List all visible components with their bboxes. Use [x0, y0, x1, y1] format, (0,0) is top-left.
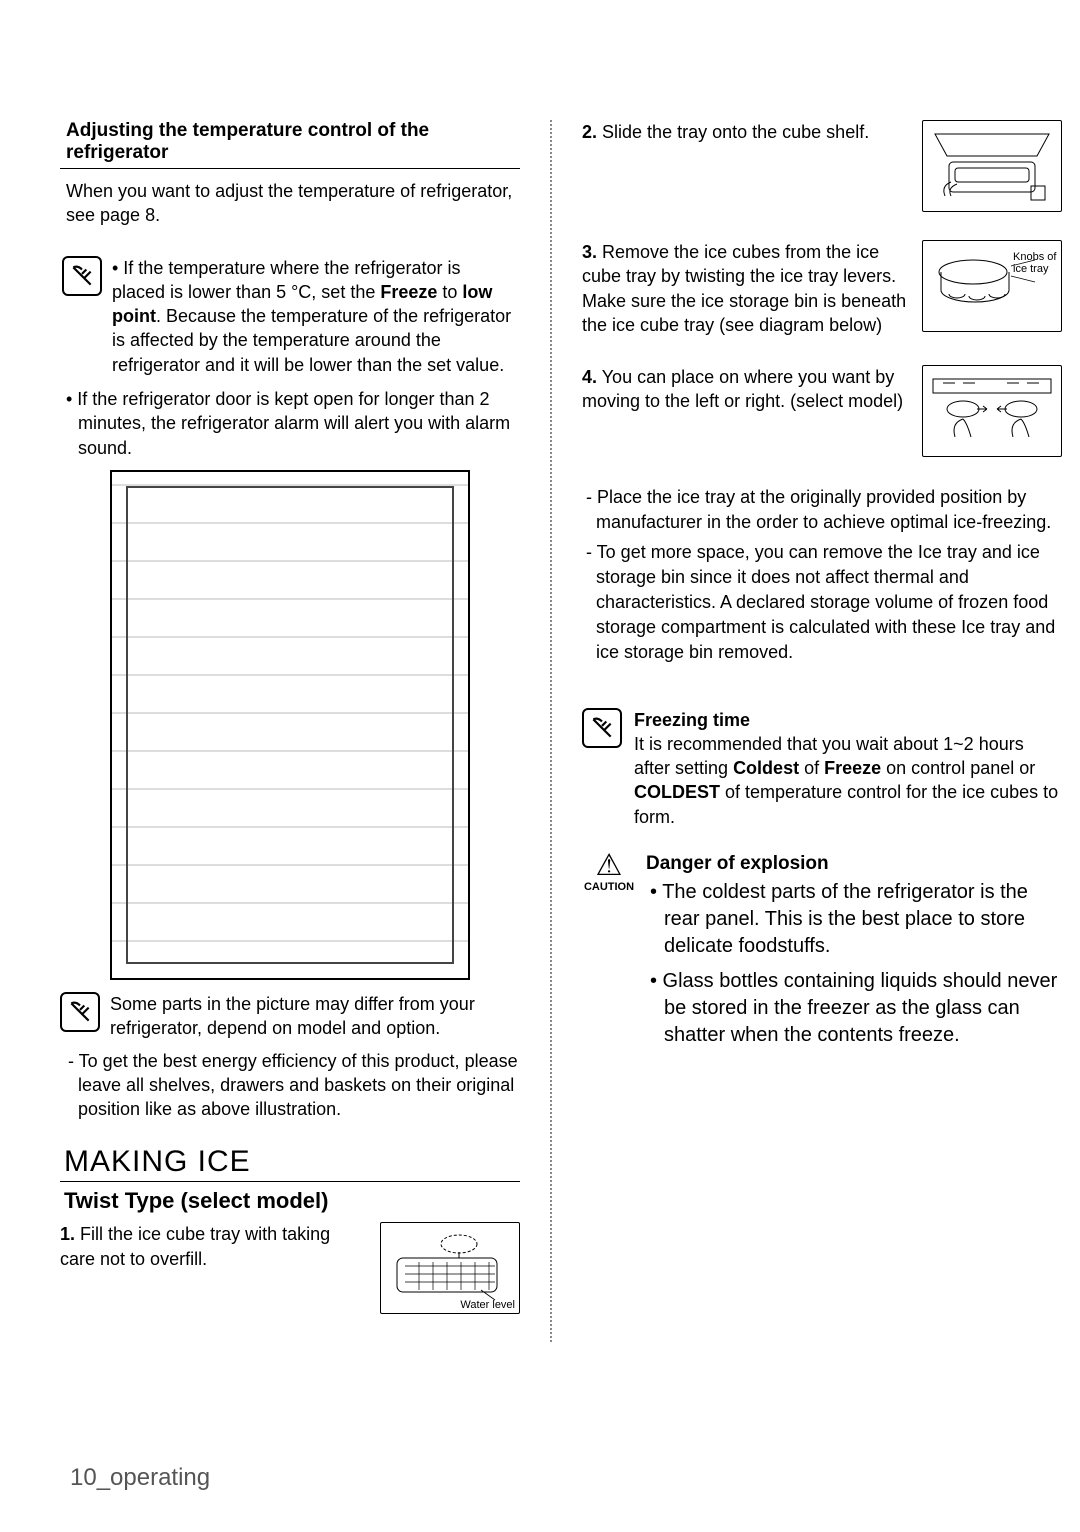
step-4-text: 4. You can place on where you want by mo… [582, 365, 908, 414]
freezing-time-title: Freezing time [634, 708, 1062, 732]
caution-bullet-1: • The coldest parts of the refrigerator … [646, 879, 1062, 960]
note-icon [60, 992, 100, 1032]
left-column: Adjusting the temperature control of the… [60, 120, 520, 1342]
step-2-row: 2. Slide the tray onto the cube shelf. [582, 120, 1062, 212]
page-footer: 10_operating [70, 1464, 210, 1492]
step-4-row: 4. You can place on where you want by mo… [582, 365, 1062, 457]
caution-icon: ⚠ CAUTION [582, 851, 636, 893]
figure-caption: Some parts in the picture may differ fro… [110, 992, 520, 1041]
freezing-time-text: Freezing time It is recommended that you… [634, 708, 1062, 829]
temperature-subheading: Adjusting the temperature control of the… [60, 120, 520, 164]
step-3-body: Remove the ice cubes from the ice cube t… [582, 242, 906, 335]
note-icon [62, 256, 102, 296]
figure-caption-block: Some parts in the picture may differ fro… [60, 992, 520, 1041]
step-1-figure: Water level [380, 1222, 520, 1314]
ice-tray-note-2: - To get more space, you can remove the … [582, 540, 1062, 666]
note-low-temp: • If the temperature where the refrigera… [60, 256, 520, 377]
energy-efficiency-note: - To get the best energy efficiency of t… [60, 1049, 520, 1122]
caution-label: CAUTION [582, 881, 636, 893]
caution-bullet-2: • Glass bottles containing liquids shoul… [646, 968, 1062, 1049]
step-4-figure [922, 365, 1062, 457]
step-2-figure [922, 120, 1062, 212]
caution-text: Danger of explosion • The coldest parts … [646, 851, 1062, 1049]
step-1-number: 1. [60, 1224, 75, 1244]
step-1-figure-label: Water level [460, 1299, 515, 1311]
twist-type-subheading: Twist Type (select model) [60, 1188, 520, 1214]
making-ice-heading: MAKING ICE [60, 1145, 520, 1181]
step-3-figure-label: Knobs of ice tray [1013, 251, 1057, 275]
step-3-figure: Knobs of ice tray [922, 240, 1062, 332]
freezing-time-block: Freezing time It is recommended that you… [582, 708, 1062, 829]
note-door-alarm: • If the refrigerator door is kept open … [60, 387, 520, 460]
step-3-row: 3. Remove the ice cubes from the ice cub… [582, 240, 1062, 337]
warning-triangle-icon: ⚠ [582, 851, 636, 881]
step-1-row: 1. Fill the ice cube tray with taking ca… [60, 1222, 520, 1314]
step-4-body: You can place on where you want by movin… [582, 367, 903, 411]
ice-tray-notes: - Place the ice tray at the originally p… [582, 485, 1062, 665]
section-rule [60, 1181, 520, 1182]
step-2-text: 2. Slide the tray onto the cube shelf. [582, 120, 908, 144]
ice-tray-note-1: - Place the ice tray at the originally p… [582, 485, 1062, 535]
temperature-intro: When you want to adjust the temperature … [60, 179, 520, 228]
step-3-number: 3. [582, 242, 597, 262]
column-divider [550, 120, 552, 1342]
step-1-body: Fill the ice cube tray with taking care … [60, 1224, 330, 1268]
caution-title: Danger of explosion [646, 851, 1062, 877]
step-4-number: 4. [582, 367, 597, 387]
note-icon [582, 708, 622, 748]
refrigerator-figure [110, 470, 470, 980]
step-2-body: Slide the tray onto the cube shelf. [602, 122, 869, 142]
freezing-time-body: It is recommended that you wait about 1~… [634, 732, 1062, 829]
two-column-layout: Adjusting the temperature control of the… [60, 120, 1020, 1342]
subheading-rule [60, 168, 520, 169]
step-2-number: 2. [582, 122, 597, 142]
caution-block: ⚠ CAUTION Danger of explosion • The cold… [582, 851, 1062, 1049]
step-3-text: 3. Remove the ice cubes from the ice cub… [582, 240, 908, 337]
note-low-temp-text: • If the temperature where the refrigera… [112, 256, 518, 377]
right-column: 2. Slide the tray onto the cube shelf. 3… [582, 120, 1062, 1342]
note-low-temp-body: • If the temperature where the refrigera… [112, 258, 511, 375]
step-1-text: 1. Fill the ice cube tray with taking ca… [60, 1222, 366, 1271]
